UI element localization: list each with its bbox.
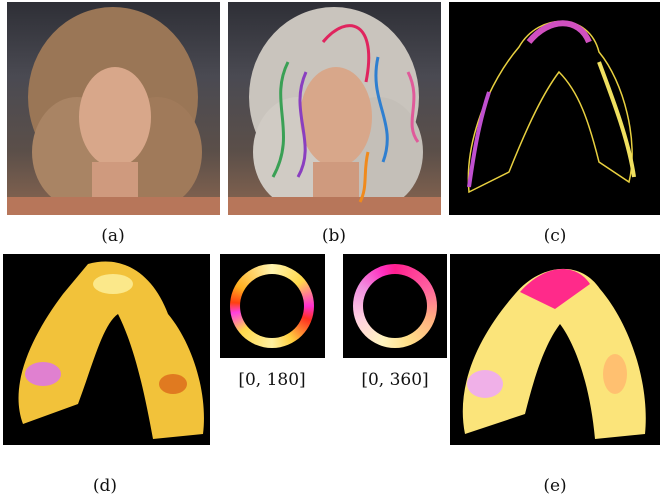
stroke — [271, 61, 290, 178]
strands — [467, 20, 633, 194]
strands — [526, 20, 592, 44]
hair-map — [18, 261, 204, 439]
orientation-map-360 — [450, 254, 660, 445]
hair-map — [603, 354, 627, 394]
range-label: [0, 180] — [238, 370, 306, 390]
orientation-map-180 — [3, 254, 210, 445]
map-drawing — [462, 268, 646, 439]
hair-map — [462, 268, 646, 439]
map-drawing — [18, 261, 204, 439]
photo-input — [7, 2, 220, 215]
strands — [597, 61, 636, 178]
strand-render — [449, 2, 660, 215]
face — [79, 67, 151, 167]
strands — [467, 91, 491, 188]
stroke — [374, 56, 389, 163]
color-wheel-180 — [220, 254, 325, 358]
face — [300, 67, 372, 167]
caption: (d) — [92, 476, 118, 496]
stroke — [406, 71, 420, 143]
hair-map — [520, 269, 590, 309]
hair-map — [93, 274, 133, 294]
caption: (b) — [321, 226, 347, 246]
photo-drawing — [7, 7, 220, 215]
color-wheel-360 — [343, 254, 447, 358]
photo-strokes — [228, 2, 441, 215]
hair-map — [467, 370, 503, 398]
caption: (c) — [543, 226, 567, 246]
caption: (a) — [101, 226, 125, 246]
stroke — [296, 71, 308, 178]
strand-drawing — [467, 20, 636, 194]
hair-map — [159, 374, 187, 394]
top — [7, 197, 220, 215]
top — [228, 197, 441, 215]
range-label: [0, 360] — [361, 370, 429, 390]
hair-map — [25, 362, 61, 386]
stroke — [321, 24, 371, 83]
stroke — [358, 151, 370, 203]
ring-hole — [363, 274, 427, 338]
ring-hole — [240, 274, 304, 338]
photo-drawing — [228, 7, 441, 215]
caption: (e) — [543, 476, 567, 496]
